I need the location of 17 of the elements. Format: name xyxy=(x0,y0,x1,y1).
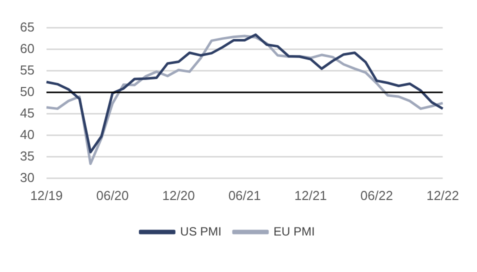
y-tick-label: 35 xyxy=(20,148,34,164)
y-tick-label: 65 xyxy=(20,19,34,34)
x-tick-label: 12/21 xyxy=(294,188,327,203)
legend-label: EU PMI xyxy=(274,224,315,238)
x-tick-label: 06/22 xyxy=(360,188,393,203)
y-tick-label: 30 xyxy=(20,170,34,185)
y-tick-label: 40 xyxy=(20,126,34,142)
x-tick-label: 06/20 xyxy=(96,188,129,203)
x-tick-label: 12/22 xyxy=(426,188,460,203)
y-tick-label: 50 xyxy=(20,84,34,99)
x-tick-label: 12/20 xyxy=(162,188,195,203)
y-tick-label: 45 xyxy=(20,105,34,120)
y-tick-label: 55 xyxy=(20,62,34,78)
y-tick-label: 60 xyxy=(20,40,34,56)
legend-label: US PMI xyxy=(180,224,222,238)
x-tick-label: 12/19 xyxy=(30,188,63,203)
x-tick-label: 06/21 xyxy=(228,188,261,203)
